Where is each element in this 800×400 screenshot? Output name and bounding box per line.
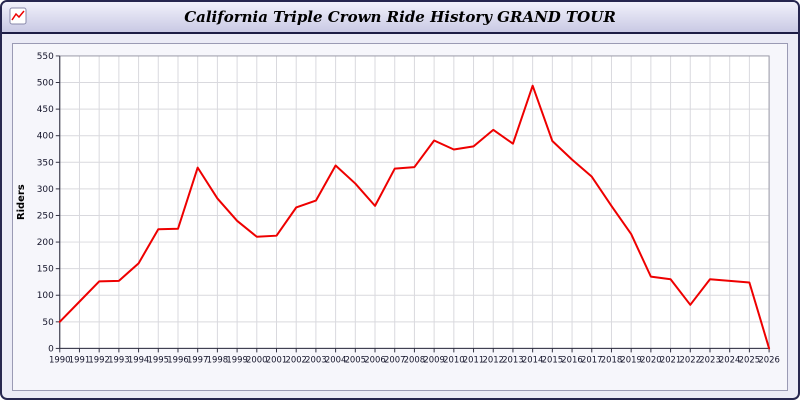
svg-text:2019: 2019 bbox=[620, 354, 641, 364]
svg-text:2007: 2007 bbox=[384, 354, 405, 364]
svg-text:2005: 2005 bbox=[345, 354, 366, 364]
svg-text:350: 350 bbox=[37, 158, 54, 168]
svg-text:250: 250 bbox=[37, 211, 54, 221]
svg-text:150: 150 bbox=[37, 265, 54, 275]
svg-text:2015: 2015 bbox=[542, 354, 563, 364]
svg-text:2006: 2006 bbox=[364, 354, 385, 364]
svg-text:2008: 2008 bbox=[404, 354, 425, 364]
svg-text:0: 0 bbox=[48, 344, 54, 354]
svg-text:2012: 2012 bbox=[482, 354, 503, 364]
svg-text:2000: 2000 bbox=[246, 354, 267, 364]
svg-text:2014: 2014 bbox=[522, 354, 543, 364]
svg-text:2020: 2020 bbox=[640, 354, 661, 364]
svg-text:200: 200 bbox=[37, 238, 54, 248]
svg-text:1996: 1996 bbox=[167, 354, 188, 364]
svg-text:Riders: Riders bbox=[16, 184, 27, 220]
window-title: California Triple Crown Ride History GRA… bbox=[184, 8, 616, 26]
ride-history-chart: 0 50 100 150 200 250 300 350 400 450 500 550 1990 199… bbox=[12, 43, 788, 392]
svg-text:2003: 2003 bbox=[305, 354, 326, 364]
svg-text:2009: 2009 bbox=[423, 354, 444, 364]
svg-text:2010: 2010 bbox=[443, 354, 464, 364]
svg-text:1990: 1990 bbox=[49, 354, 70, 364]
svg-text:2001: 2001 bbox=[266, 354, 287, 364]
svg-text:2026: 2026 bbox=[758, 354, 779, 364]
svg-text:2002: 2002 bbox=[285, 354, 306, 364]
svg-text:2013: 2013 bbox=[502, 354, 523, 364]
svg-text:50: 50 bbox=[42, 318, 54, 328]
svg-text:1994: 1994 bbox=[128, 354, 149, 364]
svg-text:300: 300 bbox=[37, 185, 54, 195]
svg-text:2004: 2004 bbox=[325, 354, 346, 364]
svg-text:2025: 2025 bbox=[739, 354, 760, 364]
svg-text:2017: 2017 bbox=[581, 354, 602, 364]
svg-text:2024: 2024 bbox=[719, 354, 740, 364]
svg-text:2023: 2023 bbox=[699, 354, 720, 364]
svg-text:450: 450 bbox=[37, 105, 54, 115]
svg-text:1995: 1995 bbox=[148, 354, 169, 364]
svg-text:1999: 1999 bbox=[226, 354, 247, 364]
svg-text:1997: 1997 bbox=[187, 354, 208, 364]
svg-text:2011: 2011 bbox=[463, 354, 484, 364]
svg-text:1993: 1993 bbox=[108, 354, 129, 364]
svg-text:100: 100 bbox=[37, 291, 54, 301]
svg-text:2018: 2018 bbox=[601, 354, 622, 364]
svg-text:400: 400 bbox=[37, 132, 54, 142]
svg-text:500: 500 bbox=[37, 79, 54, 89]
svg-text:2016: 2016 bbox=[561, 354, 582, 364]
svg-text:2022: 2022 bbox=[680, 354, 701, 364]
title-bar[interactable]: California Triple Crown Ride History GRA… bbox=[2, 2, 798, 34]
svg-text:1998: 1998 bbox=[207, 354, 228, 364]
line-chart-icon bbox=[9, 7, 27, 25]
svg-text:1992: 1992 bbox=[88, 354, 109, 364]
svg-text:2021: 2021 bbox=[660, 354, 681, 364]
line-chart-canvas: 0501001502002503003504004505005501990199… bbox=[16, 52, 780, 364]
svg-text:1991: 1991 bbox=[69, 354, 90, 364]
svg-text:550: 550 bbox=[37, 52, 54, 62]
chart-area: 0 50 100 150 200 250 300 350 400 450 500 550 1990 199… bbox=[2, 34, 798, 398]
